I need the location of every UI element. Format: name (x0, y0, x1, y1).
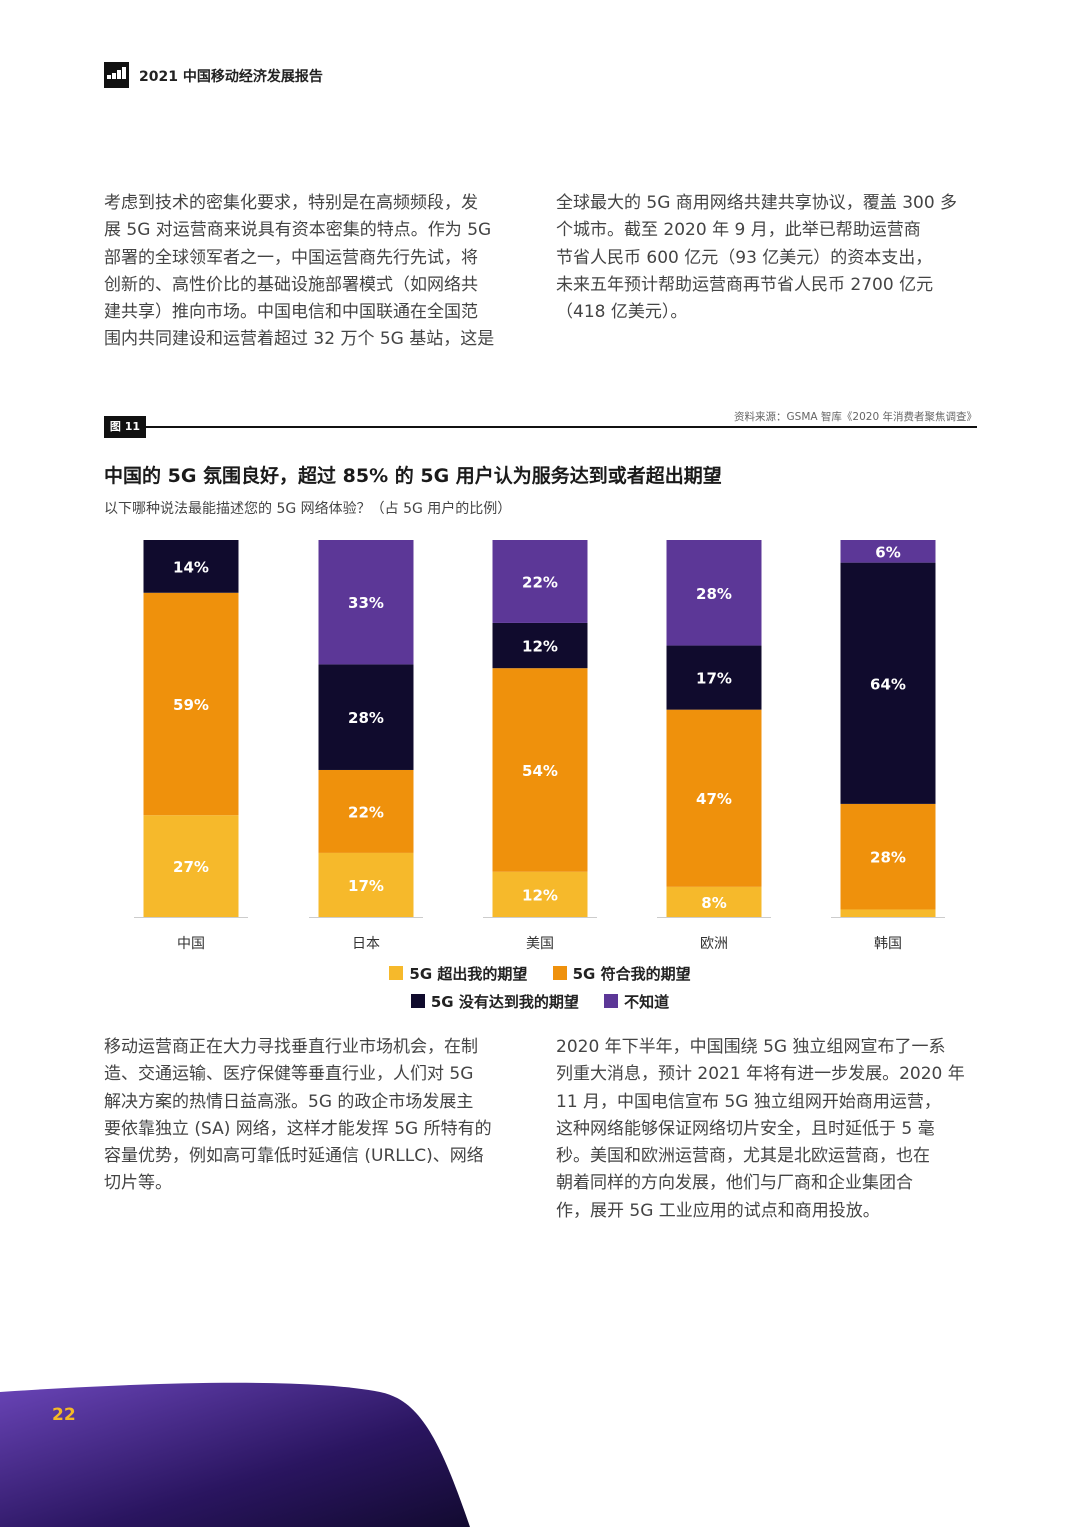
data-label: 2% ▾ (869, 887, 908, 905)
data-label: 33% (348, 594, 384, 612)
bar-segment (143, 540, 239, 593)
data-label: 64% (870, 675, 906, 693)
text-line: 要依靠独立 (SA) 网络，这样才能发挥 5G 所特有的 (104, 1118, 492, 1139)
chart-subtitle: 以下哪种说法最能描述您的 5G 网络体验？（占 5G 用户的比例） (104, 501, 512, 517)
legend-label: 5G 没有达到我的期望 (430, 993, 579, 1011)
bar-segment (840, 909, 936, 917)
data-label: 28% (870, 849, 906, 867)
legend-swatch (389, 966, 404, 980)
gsma-logo (104, 62, 129, 88)
text-line: 移动运营商正在大力寻找垂直行业市场机会，在制 (104, 1037, 478, 1057)
text-line: 这种网络能够保证网络切片安全，且时延低于 5 毫 (556, 1118, 935, 1139)
data-label: 59% (173, 696, 209, 714)
data-label: 14% (173, 558, 209, 576)
intro-right: 全球最大的 5G 商用网络共建共享协议，覆盖 300 多个城市。截至 2020 … (556, 190, 957, 326)
figure-source: 资料来源：GSMA 智库《2020 年消费者聚焦调查》 (734, 411, 977, 423)
data-label: 54% (522, 762, 558, 780)
bar-segment (840, 562, 936, 804)
x-tick-label: 日本 (352, 936, 380, 952)
legend-swatch (552, 966, 567, 980)
data-label: 27% (173, 858, 209, 876)
bar-segment (492, 622, 588, 669)
legend-item: 5G 符合我的期望 (552, 963, 691, 984)
bar-segment (666, 540, 762, 646)
data-label: 12% (522, 638, 558, 656)
bar-segment (840, 540, 936, 563)
data-label: 47% (696, 790, 732, 808)
page-number: 22 (52, 1405, 76, 1425)
data-label: 28% (348, 709, 384, 727)
report-title: 2021 中国移动经济发展报告 (139, 69, 323, 85)
data-label: 12% (522, 886, 558, 904)
bar-segment (318, 852, 414, 917)
bar-segment (666, 886, 762, 917)
legend-row-1: 5G 超出我的期望 5G 符合我的期望 (0, 963, 1080, 984)
legend-swatch (604, 994, 619, 1008)
text-line: 造、交通运输、医疗保健等垂直行业，人们对 5G (104, 1064, 474, 1085)
divider (146, 426, 977, 428)
data-label: 6% (875, 543, 900, 561)
bar-segment (492, 668, 588, 872)
bar-segment (492, 540, 588, 623)
bar-segment (143, 592, 239, 816)
bar-segment (318, 664, 414, 770)
text-line: 考虑到技术的密集化要求，特别是在高频频段，发 (104, 193, 478, 213)
text-line: 列重大消息，预计 2021 年将有进一步发展。2020 年 (556, 1064, 965, 1085)
intro-left: 考虑到技术的密集化要求，特别是在高频频段，发展 5G 对运营商来说具有资本密集的… (104, 190, 494, 354)
text-line: 作，展开 5G 工业应用的试点和商用投放。 (556, 1200, 880, 1221)
x-tick-label: 韩国 (874, 936, 902, 952)
legend-swatch (410, 994, 425, 1008)
bar-segment (492, 871, 588, 917)
x-tick-label: 美国 (526, 936, 554, 952)
legend-label: 不知道 (624, 993, 670, 1011)
text-line: 未来五年预计帮助运营商再节省人民币 2700 亿元 (556, 274, 934, 295)
bar-segment (143, 815, 239, 917)
legend-label: 5G 符合我的期望 (572, 965, 691, 983)
bar-segment (666, 645, 762, 710)
text-line: （418 亿美元）。 (556, 302, 688, 323)
legend-row-2: 5G 没有达到我的期望 不知道 (0, 991, 1080, 1012)
text-line: 11 月，中国电信宣布 5G 独立组网开始商用运营， (556, 1091, 941, 1112)
text-line: 展 5G 对运营商来说具有资本密集的特点。作为 5G (104, 220, 492, 241)
body-left: 移动运营商正在大力寻找垂直行业市场机会，在制 造、交通运输、医疗保健等垂直行业，人… (104, 1034, 492, 1198)
legend-item: 5G 超出我的期望 (389, 963, 527, 984)
x-tick-label: 中国 (177, 936, 205, 952)
stacked-bar-chart: 27% 59% 14% 中国 17% 22% 28% 33% 日本 12% 54% 12% 22% 美国 8… (134, 540, 945, 952)
bar-segment (318, 540, 414, 665)
text-line: 建共享）推向市场。中国电信和中国联通在全国范 (104, 302, 478, 323)
text-line: 切片等。 (104, 1173, 172, 1194)
text-line: 容量优势，例如高可靠低时延通信 (URLLC)、网络 (104, 1146, 484, 1167)
data-label: 17% (348, 877, 384, 895)
text-line: 秒。美国和欧洲运营商，尤其是北欧运营商，也在 (556, 1146, 930, 1167)
chart-title: 中国的 5G 氛围良好，超过 85% 的 5G 用户认为服务达到或者超出期望 (104, 465, 722, 487)
data-label: 22% (348, 803, 384, 821)
text-line: 全球最大的 5G 商用网络共建共享协议，覆盖 300 多 (556, 193, 958, 213)
body-right: 2020 年下半年，中国围绕 5G 独立组网宣布了一系 列重大消息，预计 2021… (556, 1034, 965, 1225)
legend-label: 5G 超出我的期望 (409, 965, 528, 983)
x-tick-label: 欧洲 (700, 936, 728, 952)
text-line: 节省人民币 600 亿元（93 亿美元）的资本支出， (556, 247, 933, 268)
bar-segment (840, 803, 936, 910)
bar-segment (318, 769, 414, 853)
text-line: 部署的全球领军者之一，中国运营商先行先试，将 (104, 247, 478, 268)
text-line: 2020 年下半年，中国围绕 5G 独立组网宣布了一系 (556, 1037, 946, 1057)
text-line: 围内共同建设和运营着超过 32 万个 5G 基站，这是 (104, 329, 495, 350)
data-label: 17% (696, 670, 732, 688)
text-line: 创新的、高性价比的基础设施部署模式（如网络共 (104, 274, 478, 295)
data-label: 8% (701, 894, 726, 912)
legend-item: 5G 没有达到我的期望 (410, 991, 579, 1012)
figure-label: 图 11 (104, 416, 146, 438)
text-line: 朝着同样的方向发展，他们与厂商和企业集团合 (556, 1173, 913, 1194)
text-line: 解决方案的热情日益高涨。5G 的政企市场发展主 (104, 1091, 474, 1112)
footer-decoration (0, 1382, 470, 1527)
data-label: 22% (522, 573, 558, 591)
text-line: 个城市。截至 2020 年 9 月，此举已帮助运营商 (556, 220, 921, 241)
legend-item: 不知道 (604, 991, 669, 1012)
data-label: 28% (696, 585, 732, 603)
bar-segment (666, 709, 762, 887)
